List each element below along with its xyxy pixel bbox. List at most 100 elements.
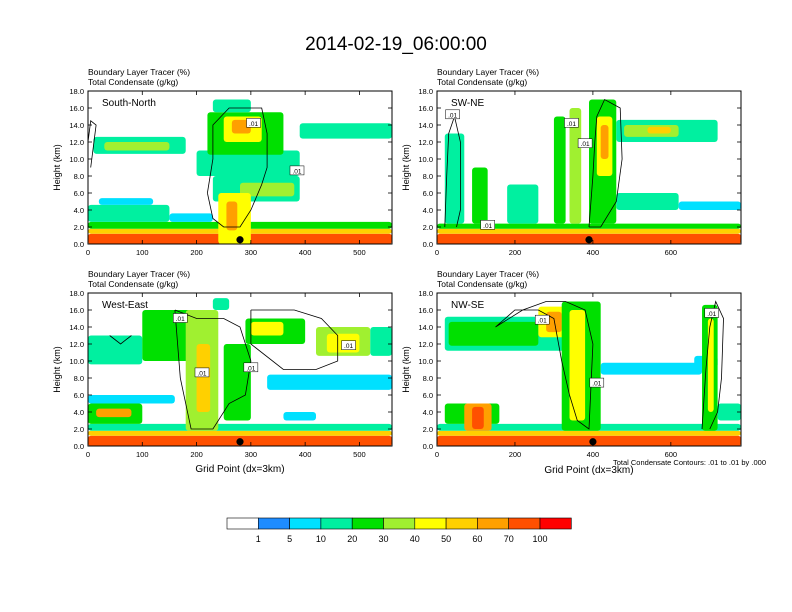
field-patch [250, 321, 284, 336]
y-axis-label: Height (km) [401, 346, 411, 393]
x-axis-label: Grid Point (dx=3km) [195, 464, 284, 475]
field-patch [678, 201, 741, 210]
panel-1: Boundary Layer Tracer (%)Total Condensat… [52, 67, 393, 257]
field-patch [437, 435, 741, 446]
y-axis-label: Height (km) [52, 144, 62, 191]
y-tick-label: 18.0 [418, 87, 433, 96]
condensate-contour [588, 98, 623, 228]
colorbar-label: 100 [532, 534, 547, 544]
y-tick-label: 0.0 [74, 442, 84, 451]
x-tick-label: 400 [587, 450, 600, 459]
x-tick-label: 400 [299, 450, 312, 459]
y-tick-label: 18.0 [69, 87, 84, 96]
condensate-contour [250, 309, 339, 370]
x-tick-label: 0 [435, 248, 439, 257]
y-tick-label: 0.0 [423, 442, 433, 451]
contour-label: .01 [243, 362, 259, 372]
colorbar-label: 20 [347, 534, 357, 544]
x-tick-label: 500 [353, 248, 366, 257]
field-patch [240, 182, 295, 197]
y-tick-label: 6.0 [74, 189, 84, 198]
panel-fill-title: Boundary Layer Tracer (%) [88, 67, 190, 77]
contour-label-text: .01 [246, 365, 255, 372]
x-tick-label: 0 [86, 450, 90, 459]
plot-frame [87, 90, 393, 245]
colorbar-label: 10 [316, 534, 326, 544]
contour-label-text: .01 [581, 141, 590, 148]
plot-frame [436, 90, 742, 245]
field-patch [231, 119, 251, 134]
field-patch [88, 395, 175, 404]
x-tick-label: 600 [665, 248, 678, 257]
contour-label: .01 [341, 340, 356, 350]
x-tick-label: 200 [509, 248, 522, 257]
plot-frame [87, 292, 393, 447]
x-tick-label: 100 [136, 248, 149, 257]
y-tick-label: 16.0 [69, 104, 84, 113]
field-patch [267, 374, 392, 390]
panel-2: Boundary Layer Tracer (%)Total Condensat… [401, 67, 742, 257]
y-tick-label: 6.0 [423, 189, 433, 198]
field-patch [212, 99, 251, 113]
condensate-contour [88, 120, 97, 168]
panel-label: South-North [102, 98, 156, 109]
x-tick-label: 0 [435, 450, 439, 459]
field-patch [212, 298, 230, 310]
y-tick-label: 14.0 [69, 121, 84, 130]
field-patch [472, 406, 484, 429]
condensate-contour [495, 301, 594, 430]
contour-label: .01 [289, 165, 305, 175]
panel-label: NW-SE [451, 300, 484, 311]
contour-label-text: .01 [592, 381, 601, 388]
field-patch [96, 408, 132, 418]
field-patch [569, 310, 586, 421]
panel-contour-title: Total Condensate (g/kg) [88, 279, 178, 289]
x-tick-label: 200 [190, 248, 203, 257]
field-patch [448, 321, 539, 346]
x-tick-label: 500 [353, 450, 366, 459]
y-tick-label: 16.0 [69, 306, 84, 315]
contour-label-text: .01 [567, 121, 576, 128]
y-tick-label: 2.0 [423, 425, 433, 434]
y-tick-label: 10.0 [418, 155, 433, 164]
y-tick-label: 14.0 [69, 323, 84, 332]
contour-label-text: .01 [483, 223, 492, 230]
contour-label: .01 [445, 109, 460, 119]
y-tick-label: 14.0 [418, 323, 433, 332]
y-tick-label: 18.0 [418, 289, 433, 298]
field-patch [600, 125, 609, 159]
y-tick-label: 10.0 [69, 357, 84, 366]
contour-label: .01 [589, 377, 605, 388]
field-patch [370, 327, 392, 356]
contour-label-text: .01 [538, 318, 547, 325]
contour-label-text: .01 [292, 168, 301, 175]
colorbar-label: 5 [287, 534, 292, 544]
field-patch [600, 362, 703, 375]
location-marker [236, 438, 244, 446]
colorbar-swatch [383, 517, 416, 530]
y-tick-label: 16.0 [418, 306, 433, 315]
y-tick-label: 8.0 [423, 374, 433, 383]
x-tick-label: 200 [190, 450, 203, 459]
panel-contour-title: Total Condensate (g/kg) [437, 279, 527, 289]
x-tick-label: 300 [245, 450, 258, 459]
field-patch [223, 344, 251, 421]
panel-label: West-East [102, 300, 148, 311]
colorbar-swatch [320, 517, 353, 530]
contour-label: .01 [704, 308, 720, 318]
x-tick-label: 600 [665, 450, 678, 459]
colorbar-swatch [477, 517, 509, 530]
colorbar-swatch [539, 517, 572, 530]
y-tick-label: 4.0 [74, 206, 84, 215]
panel-4: Boundary Layer Tracer (%)Total Condensat… [401, 269, 742, 476]
condensate-contour [207, 107, 268, 228]
field-patch [647, 126, 671, 134]
y-tick-label: 12.0 [418, 138, 433, 147]
contour-label: .01 [173, 313, 188, 323]
figure-title: 2014-02-19_06:00:00 [305, 34, 487, 55]
x-tick-label: 100 [136, 450, 149, 459]
y-tick-label: 4.0 [423, 408, 433, 417]
panel-label: SW-NE [451, 98, 484, 109]
panel-fill-title: Boundary Layer Tracer (%) [437, 67, 539, 77]
field-patch [169, 213, 213, 222]
